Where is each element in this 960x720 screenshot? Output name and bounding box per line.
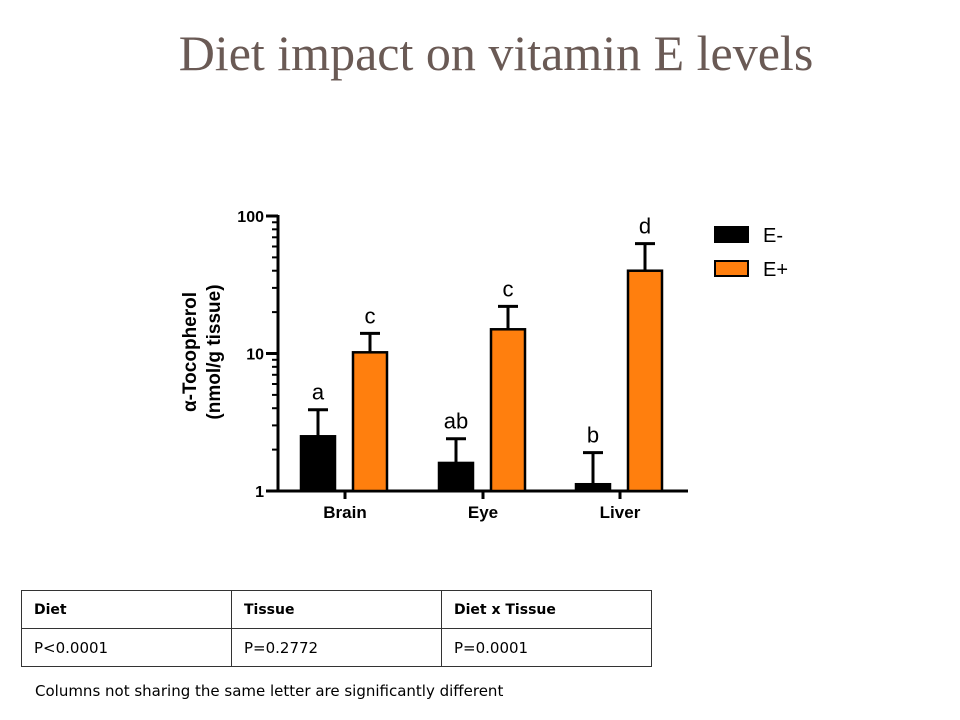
bar-E+-brain xyxy=(351,351,389,493)
footnote: Columns not sharing the same letter are … xyxy=(35,682,504,700)
x-tick-label-liver: Liver xyxy=(600,503,641,522)
p-value-diet-x-tissue: P=0.0001 xyxy=(441,628,652,667)
significance-letter: a xyxy=(312,380,325,405)
legend-swatch xyxy=(714,226,749,243)
bar-E+-eye xyxy=(489,328,527,493)
y-axis-label-line2: (nmol/g tissue) xyxy=(204,284,225,419)
header-diet: Diet xyxy=(21,590,232,629)
legend-swatch xyxy=(714,260,749,277)
header-diet-x-tissue: Diet x Tissue xyxy=(441,590,652,629)
significance-letter: b xyxy=(587,423,599,448)
x-tick-label-brain: Brain xyxy=(323,503,366,522)
bar-E+-liver xyxy=(626,269,664,493)
legend-label: E+ xyxy=(763,259,788,281)
y-tick-label: 10 xyxy=(246,347,264,364)
bar-chart: 1 10 100 α-Tocopherol (nmol/g tissue) Brain a c… xyxy=(180,209,788,522)
bar-E--brain xyxy=(299,435,337,493)
significance-letter: c xyxy=(365,303,376,328)
stats-table-header-row: Diet Tissue Diet x Tissue xyxy=(21,590,652,629)
y-tick-label: 100 xyxy=(237,209,264,226)
p-value-diet: P<0.0001 xyxy=(21,628,232,667)
y-tick-label: 1 xyxy=(255,484,264,501)
bar-E--liver xyxy=(574,482,612,493)
p-value-tissue: P=0.2772 xyxy=(231,628,442,667)
x-tick-label-eye: Eye xyxy=(468,503,498,522)
stats-table-value-row: P<0.0001 P=0.2772 P=0.0001 xyxy=(21,628,652,667)
significance-letter: d xyxy=(639,214,651,239)
header-tissue: Tissue xyxy=(231,590,442,629)
slide-title: Diet impact on vitamin E levels xyxy=(178,25,814,81)
bar-E--eye xyxy=(437,461,475,493)
legend-label: E- xyxy=(763,225,783,247)
significance-letter: ab xyxy=(444,409,468,434)
significance-letter: c xyxy=(503,276,514,301)
stats-table: Diet Tissue Diet x Tissue P<0.0001 P=0.2… xyxy=(21,590,652,667)
y-axis-label-line1: α-Tocopherol xyxy=(180,292,201,412)
